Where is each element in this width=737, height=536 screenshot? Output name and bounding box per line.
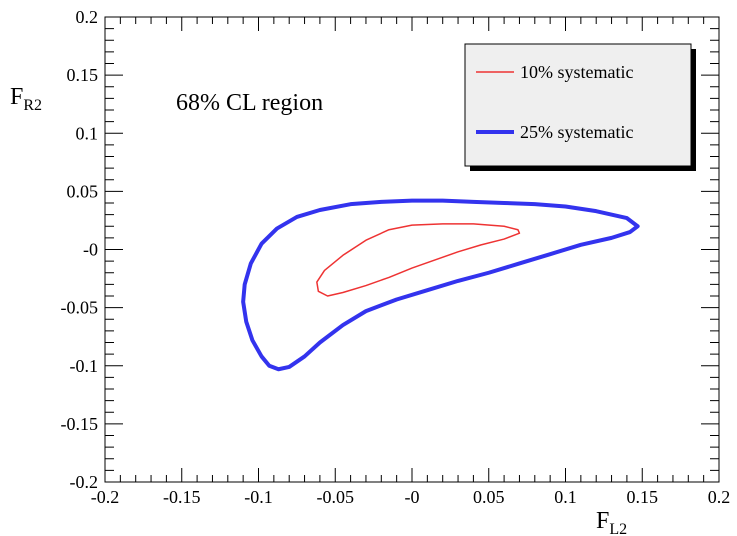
annotation-cl-region: 68% CL region bbox=[176, 90, 323, 116]
x-tick-label: 0.15 bbox=[627, 487, 659, 507]
x-axis-label: FL2 bbox=[596, 508, 627, 536]
x-tick-label: 0.2 bbox=[708, 487, 731, 507]
y-tick-label: -0.05 bbox=[61, 298, 99, 318]
y-tick-labels: -0.2 -0.15 -0.1 -0.05 -0 0.05 0.1 0.15 0.2 bbox=[61, 7, 99, 492]
x-axis-label-main: F bbox=[596, 508, 609, 534]
x-tick-labels: -0.2 -0.15 -0.1 -0.05 -0 0.05 0.1 0.15 0.2 bbox=[91, 487, 731, 507]
y-tick-label: 0.1 bbox=[76, 123, 99, 143]
contour-10pct-systematic bbox=[316, 223, 521, 297]
y-tick-label: 0.05 bbox=[67, 181, 99, 201]
x-axis-label-sub: L2 bbox=[609, 521, 627, 536]
x-tick-label: -0.1 bbox=[244, 487, 273, 507]
x-tick-label: 0.1 bbox=[554, 487, 577, 507]
y-tick-label: 0.2 bbox=[76, 7, 99, 27]
axis-ticks bbox=[104, 16, 720, 483]
y-tick-label: -0.2 bbox=[70, 472, 99, 492]
y-axis-label-sub: R2 bbox=[23, 97, 42, 114]
contours bbox=[241, 198, 640, 372]
x-tick-label: 0.05 bbox=[473, 487, 505, 507]
legend-label-10pct: 10% systematic bbox=[520, 62, 633, 82]
y-axis-label: FR2 bbox=[10, 84, 42, 114]
y-tick-label: 0.15 bbox=[67, 65, 99, 85]
x-tick-label: -0.2 bbox=[91, 487, 120, 507]
x-tick-label: -0.05 bbox=[317, 487, 355, 507]
legend-box bbox=[464, 43, 692, 167]
y-tick-label: -0.15 bbox=[61, 414, 99, 434]
x-tick-label: -0.15 bbox=[163, 487, 201, 507]
legend: 10% systematic 25% systematic bbox=[464, 43, 696, 171]
y-axis-label-main: F bbox=[10, 84, 23, 110]
legend-label-25pct: 25% systematic bbox=[520, 122, 633, 142]
y-tick-label: -0.1 bbox=[70, 356, 99, 376]
x-tick-label: -0 bbox=[405, 487, 420, 507]
y-tick-label: -0 bbox=[83, 240, 98, 260]
contour-25pct-systematic bbox=[241, 198, 640, 372]
